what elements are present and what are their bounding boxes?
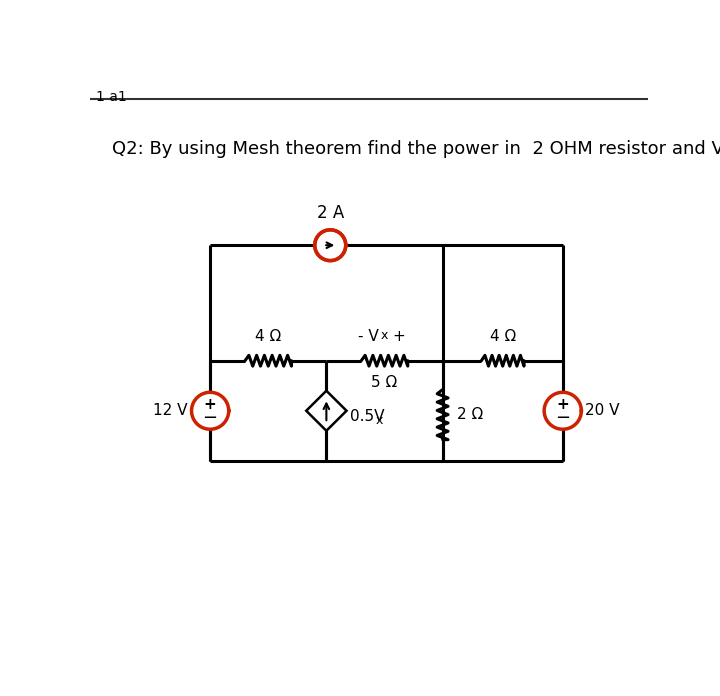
Text: Q2: By using Mesh theorem find the power in  2 OHM resistor and Vₓ ?: Q2: By using Mesh theorem find the power… bbox=[112, 140, 720, 158]
Text: +: + bbox=[204, 397, 217, 412]
Circle shape bbox=[315, 230, 346, 260]
Text: 20 V: 20 V bbox=[585, 403, 620, 418]
Text: x: x bbox=[381, 329, 388, 342]
Polygon shape bbox=[306, 390, 346, 431]
Text: 0.5V: 0.5V bbox=[351, 409, 385, 425]
Text: - V: - V bbox=[358, 329, 378, 344]
Text: 12 V: 12 V bbox=[153, 403, 188, 418]
Text: 5 Ω: 5 Ω bbox=[372, 374, 397, 390]
Text: +: + bbox=[392, 329, 405, 344]
Text: 4 Ω: 4 Ω bbox=[255, 329, 282, 344]
Text: x: x bbox=[375, 413, 382, 427]
Text: 2 A: 2 A bbox=[317, 204, 344, 222]
Text: 2 Ω: 2 Ω bbox=[456, 407, 483, 422]
Text: 1 a1: 1 a1 bbox=[96, 90, 127, 104]
Circle shape bbox=[544, 393, 581, 429]
Circle shape bbox=[192, 393, 229, 429]
Text: −: − bbox=[202, 409, 217, 427]
Text: +: + bbox=[557, 397, 569, 412]
Text: −: − bbox=[555, 409, 570, 427]
Text: 4 Ω: 4 Ω bbox=[490, 329, 516, 344]
